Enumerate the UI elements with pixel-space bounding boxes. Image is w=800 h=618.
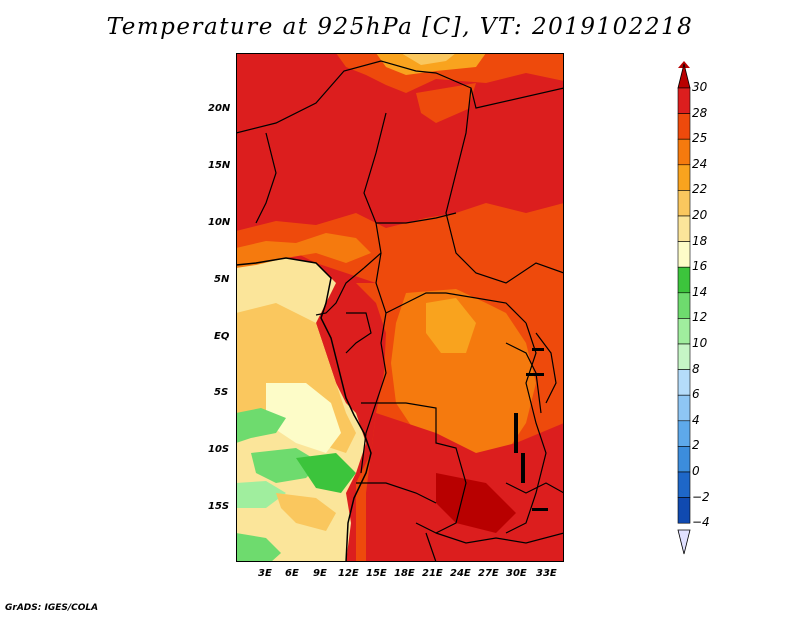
lon-label-21e: 21E [422,568,443,579]
green-patch-1 [236,408,286,443]
colorbar-level-label: −2 [692,489,710,504]
colorbar-level-label: 4 [692,412,700,427]
southern-deep-red [436,473,516,533]
lon-label-24e: 24E [450,568,471,579]
congo-yellow-patch [426,298,476,353]
lon-label-30e: 30E [506,568,527,579]
lat-label-10s: 10S [208,444,230,455]
colorbar-level-label: 12 [692,310,708,325]
lat-label-eq: EQ [214,331,230,342]
colorbar-block [677,292,691,319]
colorbar-block [677,138,691,166]
lat-label-5n: 5N [214,274,230,285]
colorbar-level-label: 0 [692,464,700,478]
colorbar-block [677,113,691,140]
lat-label-15s: 15S [208,501,230,512]
colorbar-block [677,343,691,370]
colorbar-block [677,164,691,191]
lat-label-15n: 15N [208,160,231,171]
green-patch-2 [251,448,321,483]
chart-title: Temperature at 925hPa [C], VT: 201910221… [106,14,694,40]
colorbar-block [677,471,691,498]
colorbar-block [677,215,691,242]
colorbar [677,61,691,555]
map-border [236,53,564,562]
north-orange-patch [376,53,486,75]
map-svg [236,53,564,562]
colorbar-block [677,318,691,345]
lon-label-33e: 33E [536,568,557,579]
colorbar-block [677,446,691,473]
colorbar-level-label: 6 [692,387,700,402]
colorbar-level-label: 8 [692,361,700,376]
colorbar-block [677,190,691,217]
colorbar-block [677,241,691,268]
lat-label-10n: 10N [208,217,231,228]
lon-label-18e: 18E [394,568,415,579]
colorbar-block [677,497,691,524]
colorbar-level-label: 20 [692,208,708,222]
colorbar-level-label: 28 [692,105,708,120]
footer-credit: GrADS: IGES/COLA [5,603,99,613]
ocean-pale-patch [266,383,341,453]
colorbar-level-label: 25 [692,131,708,146]
colorbar-level-label: −4 [692,515,710,530]
colorbar-level-label: 14 [692,284,708,299]
lon-label-9e: 9E [313,568,327,579]
north-yellow-patch [401,53,456,65]
colorbar-level-label: 22 [692,182,708,197]
colorbar-level-label: 30 [692,80,708,94]
lat-label-20n: 20N [208,103,231,114]
coastline [236,257,372,562]
north-central-patch [416,83,476,123]
colorbar-level-label: 2 [692,438,700,453]
colorbar-level-label: 24 [692,156,708,171]
colorbar-level-label: 18 [692,233,708,248]
lon-label-15e: 15E [366,568,387,579]
lon-label-6e: 6E [285,568,299,579]
colorbar-block [677,369,691,396]
green-patch-4 [236,481,286,508]
colorbar-block [677,394,691,422]
country-borders [236,60,564,562]
ocean-orange-patch [276,493,336,531]
green-patch-5 [236,533,281,562]
temperature-map [236,53,564,562]
colorbar-block [677,266,691,294]
colorbar-bottom-triangle [677,529,691,555]
lon-label-12e: 12E [338,568,359,579]
lakes [514,348,548,511]
colorbar-level-label: 16 [692,259,708,274]
colorbar-blocks [677,87,691,524]
green-patch-3 [296,453,356,493]
lat-label-5s: 5S [214,387,229,398]
sahel-orange-band [236,203,564,298]
lon-label-27e: 27E [478,568,499,579]
lon-label-3e: 3E [258,568,272,579]
colorbar-block [677,87,691,114]
colorbar-level-label: 10 [692,336,708,350]
colorbar-block [677,420,691,447]
